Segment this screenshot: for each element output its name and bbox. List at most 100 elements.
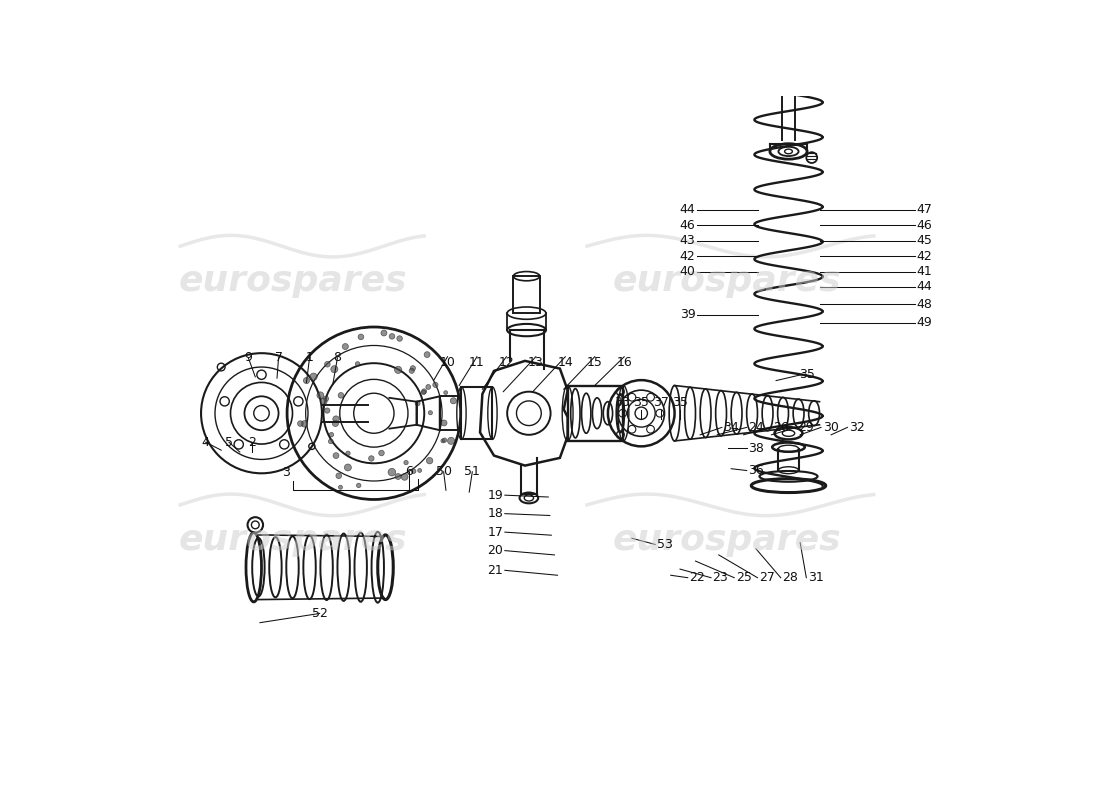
Circle shape <box>324 362 330 367</box>
Circle shape <box>381 330 387 336</box>
Circle shape <box>395 474 402 479</box>
Text: 33: 33 <box>614 396 629 410</box>
Text: 32: 32 <box>849 421 865 434</box>
Circle shape <box>442 438 447 442</box>
Text: 8: 8 <box>333 351 341 364</box>
Text: 44: 44 <box>680 203 695 217</box>
Text: 28: 28 <box>782 571 799 584</box>
Text: 25: 25 <box>736 571 751 584</box>
Circle shape <box>301 421 308 427</box>
Bar <box>462 387 493 439</box>
Text: 47: 47 <box>916 203 933 217</box>
Text: 35: 35 <box>634 396 649 410</box>
Text: 35: 35 <box>800 368 815 381</box>
Text: 5: 5 <box>224 436 233 449</box>
Circle shape <box>368 456 374 462</box>
Circle shape <box>332 420 339 426</box>
Bar <box>568 386 624 441</box>
Text: 49: 49 <box>916 316 932 329</box>
Circle shape <box>333 453 339 458</box>
Text: 43: 43 <box>680 234 695 247</box>
Circle shape <box>317 392 323 398</box>
Bar <box>777 79 801 90</box>
Text: eurospares: eurospares <box>613 522 840 557</box>
Circle shape <box>356 483 361 488</box>
Circle shape <box>304 378 309 384</box>
Text: 10: 10 <box>440 356 455 369</box>
Text: 51: 51 <box>464 466 481 478</box>
Text: 44: 44 <box>916 281 932 294</box>
Text: eurospares: eurospares <box>178 264 407 298</box>
Circle shape <box>427 458 433 464</box>
Text: 30: 30 <box>823 421 838 434</box>
Text: 22: 22 <box>690 571 705 584</box>
Text: eurospares: eurospares <box>613 264 840 298</box>
Circle shape <box>297 421 304 426</box>
Text: 26: 26 <box>773 421 789 434</box>
Circle shape <box>418 469 421 473</box>
Text: 48: 48 <box>916 298 933 310</box>
Text: 42: 42 <box>916 250 932 262</box>
Text: 38: 38 <box>748 442 764 455</box>
Circle shape <box>355 362 360 366</box>
Circle shape <box>404 460 408 465</box>
Text: 16: 16 <box>616 356 632 369</box>
Text: 14: 14 <box>558 356 573 369</box>
Circle shape <box>329 433 333 437</box>
Text: 36: 36 <box>748 464 763 477</box>
Circle shape <box>421 390 426 394</box>
Circle shape <box>338 393 344 398</box>
Circle shape <box>409 368 415 374</box>
Circle shape <box>426 385 431 390</box>
Text: 31: 31 <box>807 571 824 584</box>
Circle shape <box>425 352 430 358</box>
Text: 24: 24 <box>748 421 763 434</box>
Circle shape <box>339 486 342 490</box>
Circle shape <box>432 382 438 387</box>
Circle shape <box>331 366 338 373</box>
Circle shape <box>411 469 416 474</box>
Text: 4: 4 <box>201 436 210 449</box>
Text: 40: 40 <box>680 265 695 278</box>
Text: 34: 34 <box>724 421 739 434</box>
Circle shape <box>329 439 333 444</box>
Circle shape <box>410 366 416 371</box>
Circle shape <box>448 438 454 444</box>
Circle shape <box>320 398 327 405</box>
Bar <box>514 276 540 313</box>
Circle shape <box>333 416 339 422</box>
Circle shape <box>415 401 420 406</box>
Text: 2: 2 <box>249 436 256 449</box>
Text: 11: 11 <box>469 356 485 369</box>
Text: 41: 41 <box>916 265 932 278</box>
Text: 35: 35 <box>672 396 688 410</box>
Text: 20: 20 <box>487 544 504 557</box>
Text: 45: 45 <box>916 234 933 247</box>
Text: 6: 6 <box>405 466 412 478</box>
Text: 23: 23 <box>713 571 728 584</box>
Text: 46: 46 <box>916 219 932 232</box>
Text: 12: 12 <box>498 356 515 369</box>
Text: 18: 18 <box>487 507 504 520</box>
Text: 7: 7 <box>275 351 283 364</box>
Text: 1: 1 <box>306 351 313 364</box>
Circle shape <box>441 420 447 426</box>
Circle shape <box>395 366 402 374</box>
Circle shape <box>397 336 403 342</box>
Circle shape <box>336 473 342 478</box>
Text: 13: 13 <box>528 356 543 369</box>
Text: 17: 17 <box>487 526 504 538</box>
Circle shape <box>310 373 317 381</box>
Bar <box>440 396 462 430</box>
Text: 46: 46 <box>680 219 695 232</box>
Text: 15: 15 <box>586 356 603 369</box>
Text: eurospares: eurospares <box>178 522 407 557</box>
Circle shape <box>388 468 396 476</box>
Text: 50: 50 <box>436 466 452 478</box>
Text: 19: 19 <box>487 489 504 502</box>
Text: 37: 37 <box>652 396 669 410</box>
Circle shape <box>450 398 456 404</box>
Circle shape <box>342 343 349 350</box>
Circle shape <box>378 450 384 456</box>
Text: 9: 9 <box>244 351 252 364</box>
